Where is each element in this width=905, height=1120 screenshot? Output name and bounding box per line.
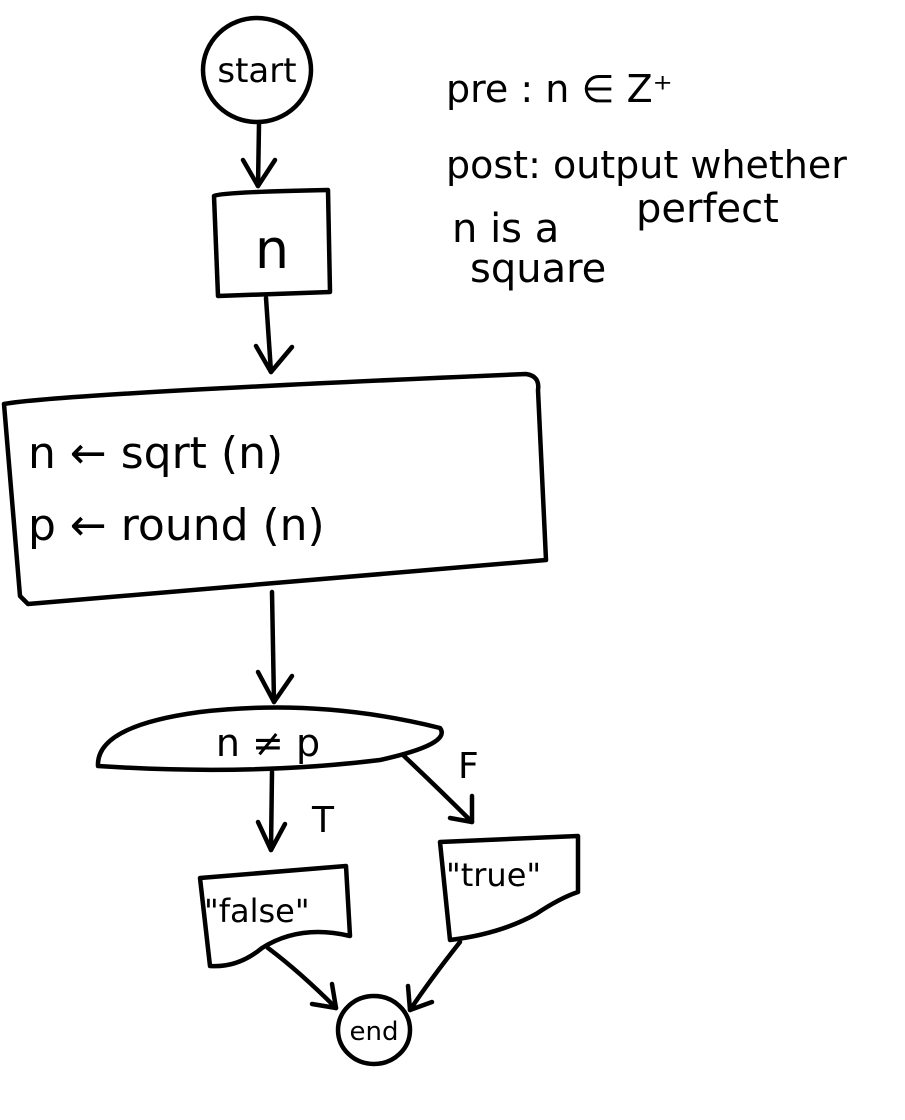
start-node: start [200,15,314,125]
output-true-shape [437,833,581,943]
false-branch-label: F [458,746,479,787]
output-true-label: "true" [446,856,541,894]
decision-node: n ≠ p [95,705,444,773]
pre-condition: pre : n ∈ Z⁺ [446,67,673,111]
arrow-false-to-end [265,945,339,1011]
true-branch-label: T [311,800,335,841]
output-false-node: "false" [197,863,353,969]
arrow-start-to-input [240,121,278,189]
post-condition-line2a: n is a [452,206,559,252]
process-line2: p ← round (n) [28,500,325,551]
process-line1: n ← sqrt (n) [28,428,283,479]
output-false-shape [197,863,353,969]
start-circle [200,15,314,125]
arrow-true-to-end [405,939,463,1013]
input-box [211,187,333,299]
arrow-false-branch: F [401,746,479,825]
post-condition-line3: square [470,246,606,292]
input-node: n [211,187,333,299]
post-condition-line1: post: output whether [446,143,847,187]
end-label: end [350,1017,399,1047]
decision-label: n ≠ p [216,721,320,765]
input-label: n [255,218,289,281]
post-condition-line2b: perfect [636,186,779,232]
process-node: n ← sqrt (n) p ← round (n) [1,371,549,607]
decision-shape [95,705,444,773]
process-box [1,371,549,607]
arrow-true-branch: T [255,769,335,853]
conditions-note: pre : n ∈ Z⁺ post: output whether n is a… [446,67,847,292]
end-circle [335,993,413,1067]
output-true-node: "true" [437,833,581,943]
arrow-process-to-decision [255,589,295,705]
end-node: end [335,993,413,1067]
start-label: start [217,51,296,91]
output-false-label: "false" [204,892,310,930]
arrow-input-to-process [253,295,295,375]
